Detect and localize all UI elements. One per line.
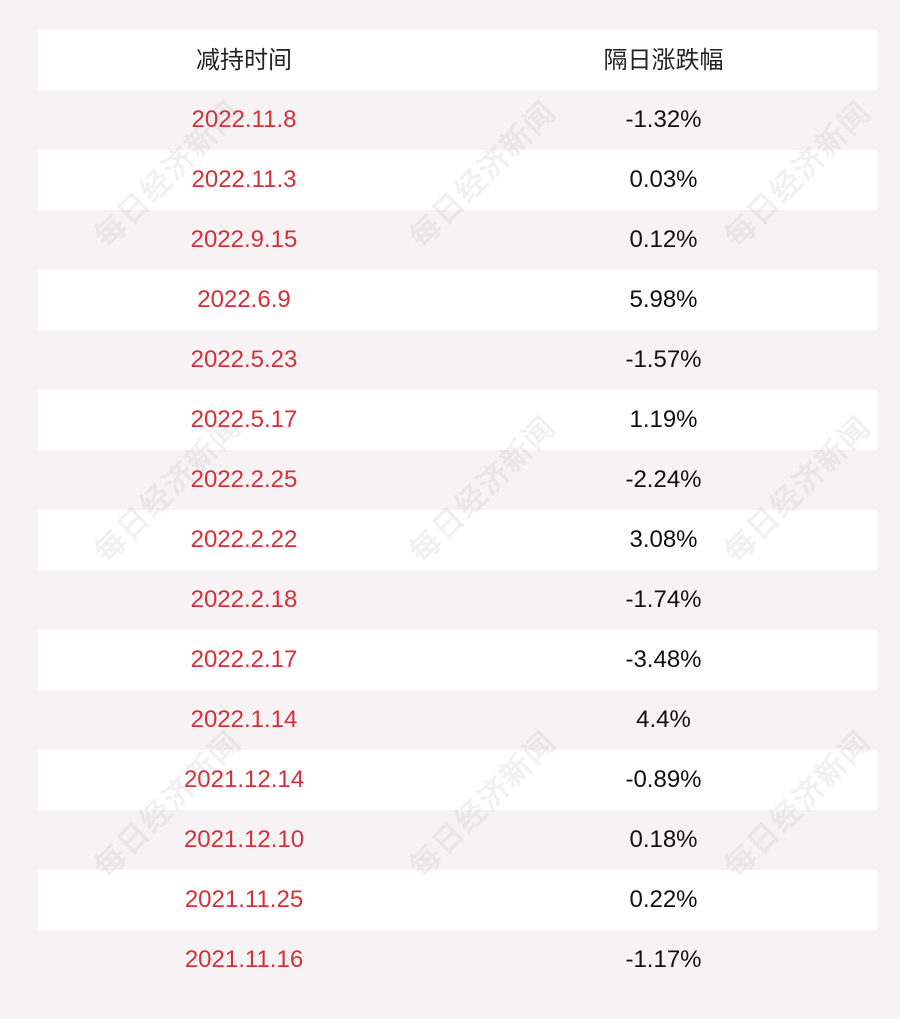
table-row: 2022.11.3 0.03% xyxy=(38,150,877,210)
table-row: 2022.2.22 3.08% xyxy=(38,510,877,570)
table-row: 2022.9.15 0.12% xyxy=(38,210,877,270)
next-day-change: -0.89% xyxy=(625,766,702,793)
next-day-change: 0.18% xyxy=(629,826,698,853)
table-row: 2022.6.9 5.98% xyxy=(38,270,877,330)
table-row: 2022.2.18 -1.74% xyxy=(38,570,877,630)
next-day-change: -1.57% xyxy=(625,346,702,373)
reduction-date: 2022.5.23 xyxy=(190,346,298,373)
next-day-change: -1.32% xyxy=(625,106,702,133)
reduction-date: 2022.2.22 xyxy=(190,526,298,553)
reduction-date: 2022.2.25 xyxy=(190,466,298,493)
header-reduction-date: 减持时间 xyxy=(196,46,292,74)
table-row: 2021.11.16 -1.17% xyxy=(38,930,877,990)
next-day-change: 5.98% xyxy=(629,286,698,313)
reduction-table: 减持时间 隔日涨跌幅 2022.11.8 -1.32% 2022.11.3 0.… xyxy=(38,30,877,990)
table-row: 2022.2.25 -2.24% xyxy=(38,450,877,510)
reduction-date: 2021.11.16 xyxy=(184,946,304,973)
next-day-change: -1.17% xyxy=(625,946,702,973)
table-row: 2022.5.23 -1.57% xyxy=(38,330,877,390)
next-day-change: 1.19% xyxy=(629,406,698,433)
reduction-date: 2022.1.14 xyxy=(190,706,298,733)
table-row: 2021.12.14 -0.89% xyxy=(38,750,877,810)
table-row: 2021.11.25 0.22% xyxy=(38,870,877,930)
next-day-change: 3.08% xyxy=(629,526,698,553)
table-row: 2022.1.14 4.4% xyxy=(38,690,877,750)
table-header: 减持时间 隔日涨跌幅 xyxy=(38,30,877,90)
next-day-change: -2.24% xyxy=(625,466,702,493)
reduction-date: 2022.9.15 xyxy=(190,226,298,253)
table-row: 2022.2.17 -3.48% xyxy=(38,630,877,690)
header-next-day-change: 隔日涨跌幅 xyxy=(603,46,724,74)
next-day-change: -3.48% xyxy=(625,646,702,673)
reduction-date: 2022.2.17 xyxy=(190,646,298,673)
next-day-change: 0.12% xyxy=(629,226,698,253)
next-day-change: 4.4% xyxy=(636,706,691,733)
reduction-date: 2021.11.25 xyxy=(184,886,304,913)
reduction-date: 2021.12.14 xyxy=(183,766,305,793)
next-day-change: 0.03% xyxy=(629,166,698,193)
next-day-change: -1.74% xyxy=(625,586,702,613)
reduction-date: 2022.5.17 xyxy=(190,406,298,433)
reduction-date: 2022.11.8 xyxy=(191,106,297,133)
table-row: 2022.5.17 1.19% xyxy=(38,390,877,450)
reduction-date: 2022.6.9 xyxy=(197,286,291,313)
reduction-date: 2021.12.10 xyxy=(183,826,305,853)
reduction-date: 2022.11.3 xyxy=(191,166,297,193)
next-day-change: 0.22% xyxy=(629,886,698,913)
table-row: 2021.12.10 0.18% xyxy=(38,810,877,870)
table-row: 2022.11.8 -1.32% xyxy=(38,90,877,150)
reduction-date: 2022.2.18 xyxy=(190,586,298,613)
